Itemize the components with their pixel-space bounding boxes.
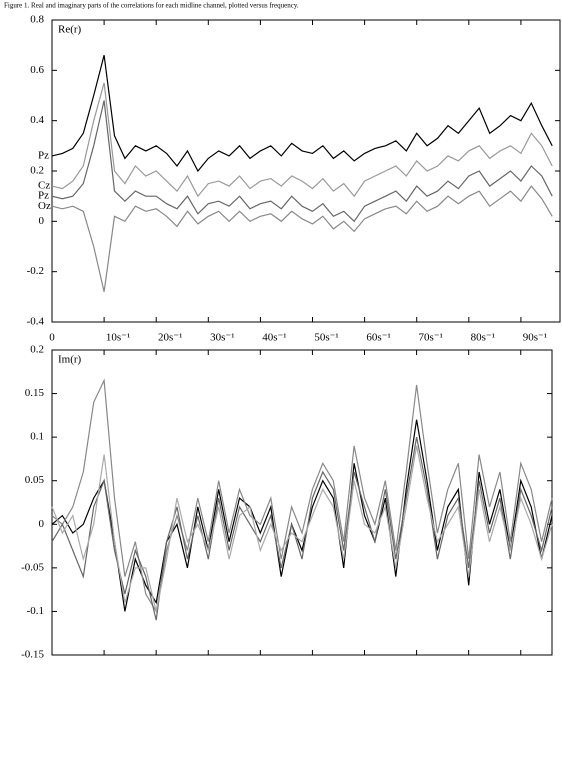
figure-caption: Figure 1. Real and imaginary parts of th… [4, 2, 299, 10]
x-tick-label: 0 [49, 332, 55, 344]
chart-title: Re(r) [58, 24, 82, 36]
y-tick-label: -0.05 [21, 561, 44, 573]
x-tick-label: 20s⁻¹ [158, 332, 182, 344]
series-label: Pz [38, 149, 49, 161]
series-label: Cz [38, 180, 50, 192]
series-line [51, 445, 553, 612]
y-tick-label: 0.8 [30, 14, 44, 26]
y-tick-label: 0.6 [30, 64, 44, 76]
series-label: Pz [38, 190, 49, 202]
y-tick-label: 0 [39, 518, 45, 530]
y-tick-label: 0.05 [25, 474, 45, 486]
x-tick-label: 40s⁻¹ [262, 332, 286, 344]
x-tick-label: 80s⁻¹ [471, 332, 495, 344]
y-tick-label: 0 [39, 215, 45, 227]
x-tick-label: 10s⁻¹ [106, 332, 130, 344]
series-line [51, 82, 553, 198]
y-tick-label: -0.1 [27, 605, 44, 617]
x-tick-label: 90s⁻¹ [523, 332, 547, 344]
series-line [51, 419, 553, 612]
y-tick-label: -0.2 [27, 265, 44, 277]
plot-frame [51, 19, 561, 323]
y-tick-label: 0.1 [30, 431, 44, 443]
x-tick-label: 30s⁻¹ [210, 332, 234, 344]
series-line [51, 185, 553, 292]
y-tick-label: 0.2 [30, 165, 44, 177]
y-tick-label: 0.15 [25, 387, 45, 399]
x-tick-label: 60s⁻¹ [366, 332, 390, 344]
y-tick-label: -0.4 [27, 316, 45, 328]
series-line [51, 436, 553, 621]
y-tick-label: 0.2 [30, 344, 44, 356]
y-tick-label: -0.15 [21, 649, 44, 661]
plot-frame [51, 349, 553, 656]
x-tick-label: 50s⁻¹ [314, 332, 338, 344]
x-tick-label: 70s⁻¹ [419, 332, 443, 344]
y-tick-label: 0.4 [30, 114, 44, 126]
series-line [51, 378, 553, 614]
series-label: Oz [38, 200, 51, 212]
chart-title: Im(r) [58, 354, 82, 366]
series-line [51, 55, 553, 173]
series-line [51, 100, 553, 223]
